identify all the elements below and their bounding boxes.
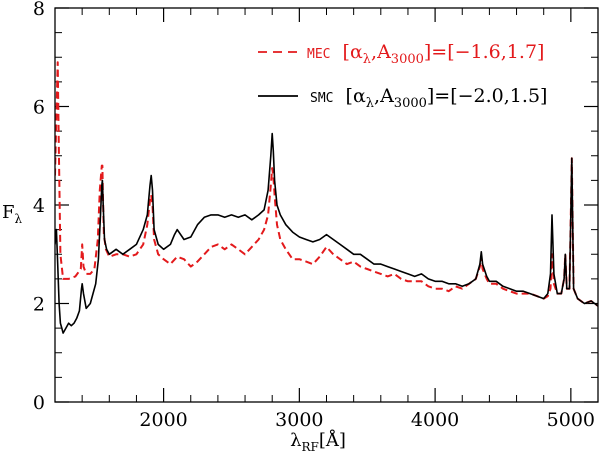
legend-label-mec: MEC [αλ,A3000]=[−1.6,1.7]: [307, 41, 544, 67]
x-axis-title-sub: RF: [302, 440, 319, 454]
x-axis-title-unit: [Å]: [319, 429, 346, 451]
x-tick-label: 4000: [411, 409, 459, 431]
minor-ticks: [54, 8, 599, 402]
y-tick-label: 8: [33, 0, 45, 20]
legend-params-smc: [αλ,A3000]=[−2.0,1.5]: [346, 85, 548, 111]
x-tick-label: 5000: [547, 409, 595, 431]
y-tick-label: 4: [33, 195, 45, 217]
plot-frame: [54, 7, 599, 403]
legend: MEC [αλ,A3000]=[−1.6,1.7] SMC [αλ,A3000]…: [258, 41, 547, 111]
x-tick-label: 2000: [139, 409, 187, 431]
legend-entry-mec: MEC [αλ,A3000]=[−1.6,1.7]: [258, 41, 544, 67]
y-tick-label: 0: [33, 392, 45, 414]
y-tick-label: 2: [33, 294, 45, 316]
x-axis-title: λRF[Å]: [290, 429, 346, 454]
legend-entry-smc: SMC [αλ,A3000]=[−2.0,1.5]: [258, 85, 547, 111]
x-axis-title-main: λ: [290, 430, 301, 451]
legend-params-mec: [αλ,A3000]=[−1.6,1.7]: [343, 41, 545, 67]
legend-name-mec: MEC: [307, 47, 330, 62]
y-axis-title-sub: λ: [14, 212, 22, 226]
y-axis-title-main: F: [2, 202, 15, 223]
legend-label-smc: SMC [αλ,A3000]=[−2.0,1.5]: [310, 85, 547, 111]
legend-name-smc: SMC: [310, 91, 333, 106]
y-axis-title: Fλ: [2, 202, 23, 226]
y-tick-label: 6: [33, 97, 45, 119]
series-line-smc: [55, 132, 598, 334]
x-tick-label: 3000: [275, 409, 323, 431]
tick-labels: 2000 3000 4000 5000 0 2 4 6 8: [33, 0, 595, 431]
series-layer: [55, 61, 598, 334]
